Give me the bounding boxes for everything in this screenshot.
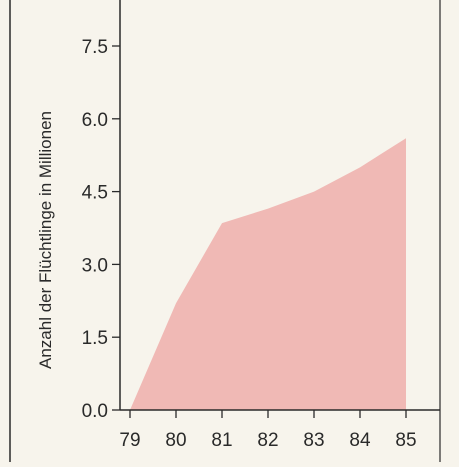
x-tick-label-82: 82 — [257, 430, 278, 451]
x-tick-label-83: 83 — [303, 430, 324, 451]
x-tick-label-85: 85 — [395, 430, 416, 451]
y-tick-label-4.5: 4.5 — [82, 183, 108, 204]
y-tick-label-7.5: 7.5 — [82, 37, 108, 58]
x-tick-label-81: 81 — [211, 430, 232, 451]
x-tick-label-79: 79 — [119, 430, 140, 451]
x-tick-layer: 79 80 81 82 83 84 85 — [119, 410, 416, 451]
series-area — [130, 138, 406, 410]
y-tick-label-1.5: 1.5 — [82, 328, 108, 349]
y-axis-label: Anzahl der Flüchtlinge in Millionen — [36, 111, 55, 369]
y-tick-label-6.0: 6.0 — [82, 110, 108, 131]
y-tick-layer: 0.0 1.5 3.0 4.5 6.0 7.5 — [82, 37, 120, 422]
x-tick-label-80: 80 — [165, 430, 186, 451]
y-tick-label-3.0: 3.0 — [82, 255, 108, 276]
y-tick-label-0.0: 0.0 — [82, 401, 108, 422]
area-series-layer — [130, 138, 406, 410]
x-tick-label-84: 84 — [349, 430, 371, 451]
